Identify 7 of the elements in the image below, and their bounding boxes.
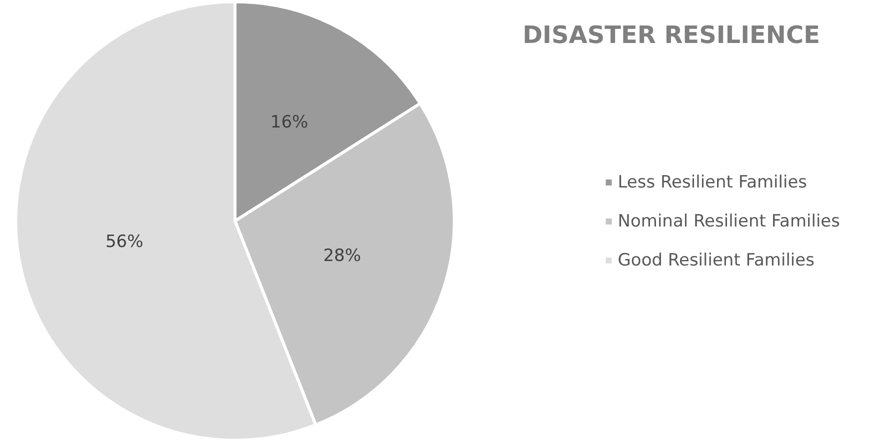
data-label: 56%: [105, 232, 144, 252]
legend-label: Good Resilient Families: [618, 250, 815, 270]
data-label: 16%: [270, 112, 308, 132]
text: DISASTER RESILIENCE: [522, 21, 820, 49]
legend-label: Nominal Resilient Families: [618, 212, 840, 232]
legend-label: Less Resilient Families: [618, 172, 808, 192]
data-label: 28%: [323, 246, 362, 266]
